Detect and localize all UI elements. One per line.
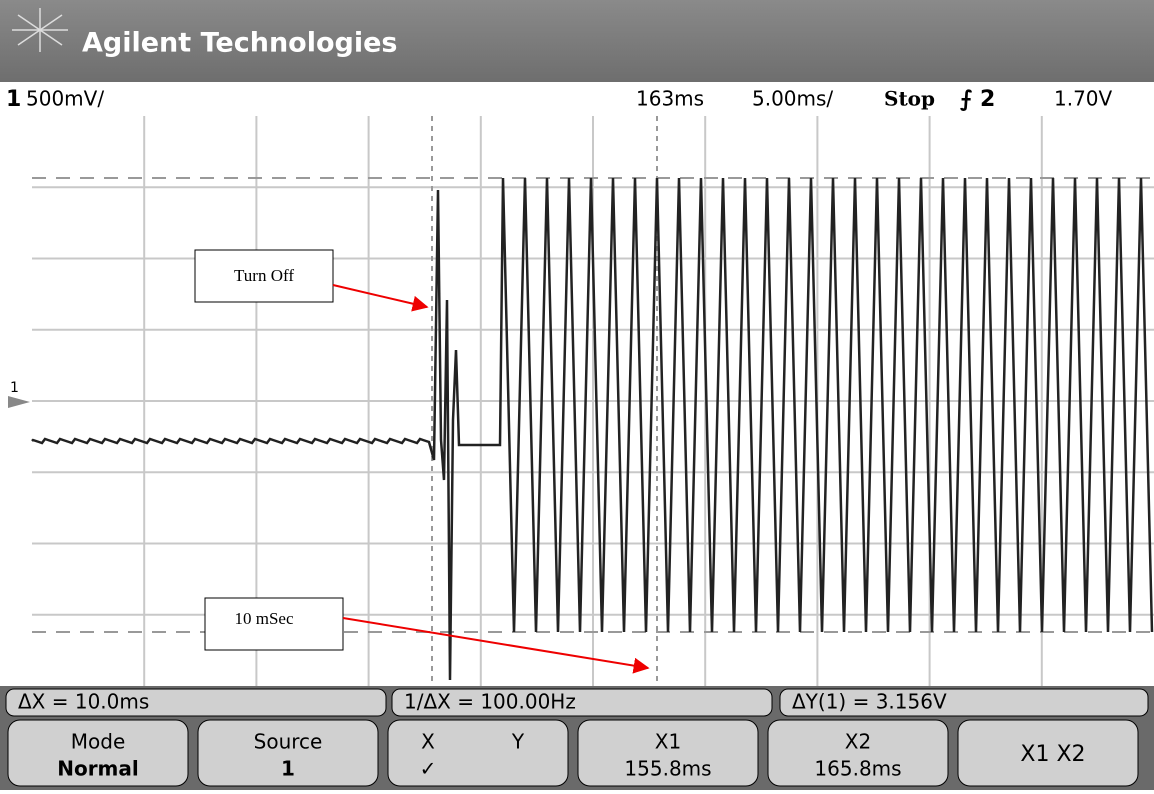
annotation: 10 mSec [234,609,293,628]
softkey-label: Mode [71,730,126,754]
softkey-value: 155.8ms [624,757,711,781]
annotation: Turn Off [234,266,294,285]
trigger-source-value: 2 [980,87,995,112]
softkey-label: Source [254,730,323,754]
channel: 1 [6,87,21,112]
brand: Agilent Technologies [82,28,397,59]
ground-arrow [8,396,30,408]
page: Agilent Technologies 1 500mV/ 163ms 5.00… [0,0,1154,790]
softkey-label: Y [511,730,525,754]
softkey-label: X [421,730,435,754]
softkey-label: X1 X2 [1020,742,1085,767]
run-state: Stop [884,87,935,111]
softkey-label: X1 [655,730,681,754]
scale: 500mV/ [26,87,104,111]
trigger-level: 1.70V [1054,87,1113,111]
delay: 163ms [636,87,704,111]
softkey-value: 165.8ms [814,757,901,781]
measurement: ΔX = 10.0ms [18,690,149,714]
softkey-value: ✓ [420,757,437,781]
timebase: 5.00ms/ [752,87,833,111]
softkey-value: 1 [281,757,295,781]
measurement: 1/ΔX = 100.00Hz [404,690,576,714]
softkey[interactable] [388,720,568,786]
softkey-value: Normal [57,757,139,781]
scope-screen: Agilent Technologies 1 500mV/ 163ms 5.00… [0,0,1154,790]
measurement: ΔY(1) = 3.156V [792,690,947,714]
trigger-source: ⨍ 2 [960,87,995,112]
ground-marker: 1 [10,380,19,396]
softkey-label: X2 [845,730,871,754]
